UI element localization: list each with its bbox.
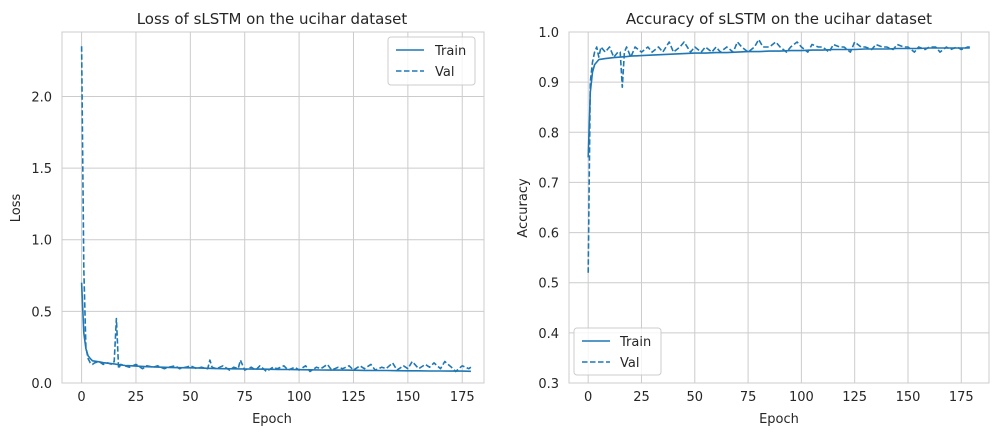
accuracy-x-tick-label: 50	[687, 390, 704, 405]
accuracy-legend-val-label: Val	[620, 356, 639, 371]
accuracy-y-tick-label: 0.5	[538, 277, 559, 292]
accuracy-series-val-line	[587, 38, 970, 273]
loss-y-tick-label: 1.0	[31, 234, 52, 249]
accuracy-y-tick-label: 0.9	[538, 76, 559, 91]
loss-x-tick-label: 50	[182, 390, 199, 405]
loss-ticks: 0 25 50 75 100 125 150 175 0.0 0.5 1.0 1.5 2.0	[31, 90, 474, 405]
loss-y-tick-label: 0.5	[31, 305, 52, 320]
accuracy-legend-box	[573, 327, 662, 376]
loss-legend-val-label: Val	[435, 65, 454, 80]
accuracy-x-tick-label: 25	[633, 390, 650, 405]
loss-x-tick-label: 175	[450, 390, 475, 405]
loss-legend-box	[387, 36, 476, 86]
accuracy-ticks: 0 25 50 75 100 125 150 175 0.3 0.4 0.5 0.6 0.7 0.8 0.9…	[538, 26, 973, 405]
accuracy-x-tick-label: 125	[842, 390, 867, 405]
accuracy-y-tick-label: 1.0	[538, 26, 559, 41]
loss-y-tick-label: 1.5	[31, 162, 52, 177]
accuracy-x-tick-label: 175	[949, 390, 974, 405]
loss-x-tick-label: 25	[128, 390, 145, 405]
accuracy-y-tick-label: 0.4	[538, 327, 559, 342]
loss-x-axis-label: Epoch	[252, 412, 292, 427]
loss-y-tick-label: 0.0	[31, 377, 52, 392]
accuracy-legend-train-label: Train	[619, 335, 651, 350]
accuracy-series-train-line	[587, 47, 970, 158]
loss-chart-title: Loss of sLSTM on the ucihar dataset	[137, 10, 408, 28]
accuracy-chart-title: Accuracy of sLSTM on the ucihar dataset	[626, 10, 932, 28]
loss-x-tick-label: 150	[395, 390, 420, 405]
loss-x-tick-label: 100	[287, 390, 312, 405]
loss-series	[80, 46, 472, 373]
loss-legend: Train Val	[387, 36, 476, 86]
accuracy-x-tick-label: 75	[740, 390, 757, 405]
accuracy-y-tick-label: 0.6	[538, 227, 559, 242]
accuracy-y-axis-label: Accuracy	[516, 178, 531, 238]
loss-series-train-line	[80, 282, 471, 373]
accuracy-x-tick-label: 150	[896, 390, 921, 405]
loss-plot-frame	[61, 31, 485, 384]
loss-series-val-line	[80, 46, 472, 373]
loss-legend-train-label: Train	[434, 44, 466, 59]
accuracy-y-tick-label: 0.8	[538, 126, 559, 141]
accuracy-x-tick-label: 0	[584, 390, 592, 405]
accuracy-y-tick-label: 0.7	[538, 176, 559, 191]
loss-y-tick-label: 2.0	[31, 90, 52, 105]
accuracy-x-axis-label: Epoch	[759, 412, 799, 427]
accuracy-x-tick-label: 100	[789, 390, 814, 405]
loss-chart: Loss of sLSTM on the ucihar dataset Epoc…	[9, 10, 485, 427]
loss-x-tick-label: 75	[236, 390, 253, 405]
accuracy-legend: Train Val	[573, 327, 662, 376]
accuracy-chart: Accuracy of sLSTM on the ucihar dataset …	[516, 10, 990, 427]
accuracy-y-tick-label: 0.3	[538, 377, 559, 392]
loss-x-tick-label: 125	[341, 390, 366, 405]
accuracy-series	[587, 38, 970, 273]
accuracy-plot-frame	[568, 31, 990, 384]
loss-y-axis-label: Loss	[9, 194, 24, 223]
loss-x-tick-label: 0	[77, 390, 85, 405]
